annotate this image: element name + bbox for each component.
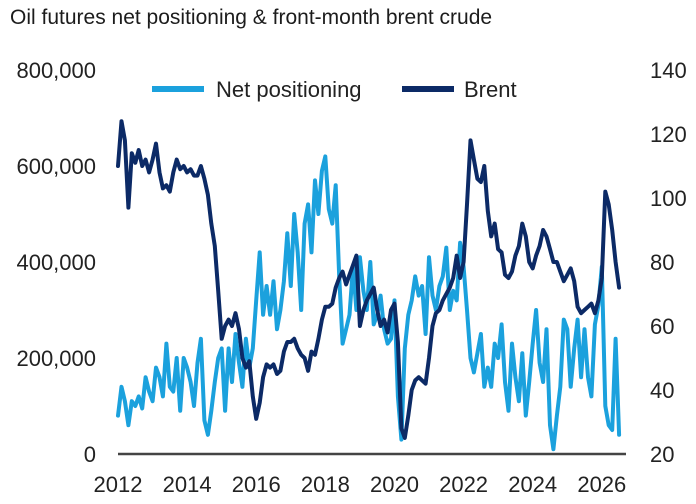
right-axis-tick-label: 40 (650, 378, 674, 403)
x-axis-tick-label: 2026 (577, 472, 626, 497)
x-axis-ticks: 2012 2014 2016 2018 2020 2022 2024 2026 (94, 452, 626, 497)
right-axis-tick-label: 140 (650, 58, 687, 83)
right-axis-tick-label: 100 (650, 186, 687, 211)
x-axis-tick-label: 2018 (301, 472, 350, 497)
x-axis-tick-label: 2016 (232, 472, 281, 497)
series-layer (116, 119, 622, 452)
left-axis-tick-label: 400,000 (16, 250, 96, 275)
right-axis-tick-label: 20 (650, 442, 674, 467)
x-axis-tick-label: 2024 (508, 472, 557, 497)
x-axis-tick-label: 2014 (163, 472, 212, 497)
chart-title: Oil futures net positioning & front-mont… (10, 6, 493, 29)
brent-line (116, 119, 622, 440)
net-positioning-line (116, 154, 622, 452)
legend-label: Brent (464, 77, 517, 102)
right-axis-ticks: 20 40 60 80 100 120 140 (650, 58, 687, 467)
left-axis-ticks: 0 200,000 400,000 600,000 800,000 (16, 58, 96, 467)
left-axis-tick-label: 800,000 (16, 58, 96, 83)
left-axis-tick-label: 0 (84, 442, 96, 467)
right-axis-tick-label: 80 (650, 250, 674, 275)
right-axis-tick-label: 120 (650, 122, 687, 147)
x-axis-tick-label: 2020 (370, 472, 419, 497)
left-axis-tick-label: 200,000 (16, 346, 96, 371)
legend-label: Net positioning (216, 77, 362, 102)
left-axis-tick-label: 600,000 (16, 154, 96, 179)
x-axis-tick-label: 2012 (94, 472, 143, 497)
legend: Net positioning Brent (152, 77, 517, 102)
right-axis-tick-label: 60 (650, 314, 674, 339)
x-axis-tick-label: 2022 (439, 472, 488, 497)
